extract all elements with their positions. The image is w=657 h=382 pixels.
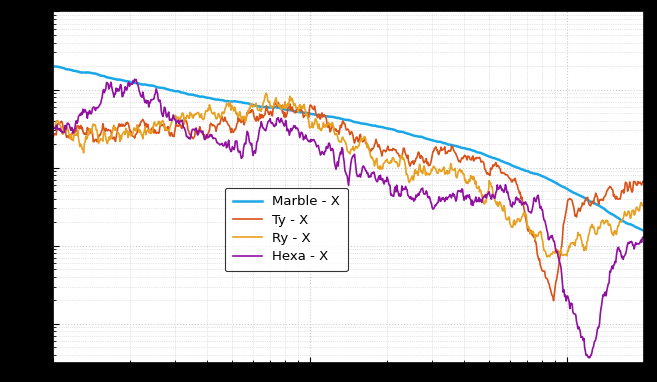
Hexa - X xyxy=(586,355,594,360)
Ty - X xyxy=(550,298,558,303)
Ty - X xyxy=(408,160,416,165)
Marble - X xyxy=(558,184,566,188)
Hexa - X xyxy=(408,197,416,201)
Hexa - X xyxy=(393,183,401,188)
Marble - X xyxy=(49,64,57,69)
Ry - X xyxy=(498,206,506,210)
Marble - X xyxy=(640,228,648,233)
Legend: Marble - X, Ty - X, Ry - X, Hexa - X: Marble - X, Ty - X, Ry - X, Hexa - X xyxy=(225,188,348,271)
Marble - X xyxy=(425,137,433,142)
Ry - X xyxy=(426,172,434,176)
Ty - X xyxy=(85,127,93,132)
Ry - X xyxy=(49,125,57,130)
Ty - X xyxy=(426,163,434,167)
Line: Ry - X: Ry - X xyxy=(53,93,644,257)
Ry - X xyxy=(640,203,648,207)
Marble - X xyxy=(85,70,93,75)
Ty - X xyxy=(49,132,57,136)
Ry - X xyxy=(408,173,416,178)
Line: Hexa - X: Hexa - X xyxy=(53,79,644,358)
Ty - X xyxy=(640,180,648,184)
Ty - X xyxy=(271,100,279,105)
Marble - X xyxy=(407,133,415,137)
Marble - X xyxy=(392,128,400,133)
Ry - X xyxy=(559,253,567,258)
Ry - X xyxy=(543,255,551,259)
Hexa - X xyxy=(426,196,434,201)
Ry - X xyxy=(263,91,271,96)
Ty - X xyxy=(498,171,506,176)
Hexa - X xyxy=(85,112,93,117)
Line: Marble - X: Marble - X xyxy=(53,66,644,231)
Hexa - X xyxy=(49,124,57,129)
Ty - X xyxy=(559,223,567,228)
Line: Ty - X: Ty - X xyxy=(53,102,644,301)
Hexa - X xyxy=(640,235,648,240)
Hexa - X xyxy=(558,282,566,286)
Hexa - X xyxy=(131,77,139,81)
Hexa - X xyxy=(498,188,506,193)
Ry - X xyxy=(393,159,401,164)
Marble - X xyxy=(497,159,505,163)
Ry - X xyxy=(85,133,93,137)
Ty - X xyxy=(393,150,401,155)
